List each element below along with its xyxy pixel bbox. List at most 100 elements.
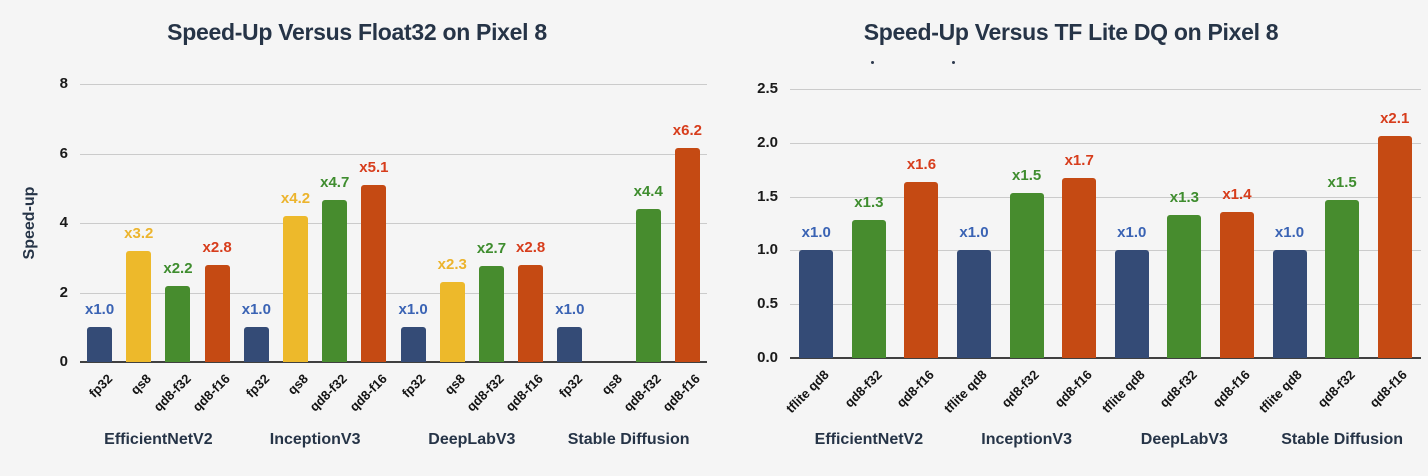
bar-qs8 [126, 250, 152, 362]
y-tick-label: 1.0 [757, 241, 778, 259]
bar-value-label: x1.0 [241, 301, 271, 319]
gridline [80, 223, 707, 224]
bar-qd8-f32 [478, 266, 504, 362]
chart-speedup-vs-float32: Speed-Up Versus Float32 on Pixel 8 Speed… [21, 19, 707, 448]
x-tick-label: qd8-f32 [463, 371, 508, 415]
gridline [80, 84, 707, 85]
bar-tflite-qd8 [957, 250, 992, 358]
bar-tflite-qd8 [1114, 250, 1149, 358]
gridline [790, 196, 1421, 198]
x-tick-label: qd8-f16 [1367, 367, 1411, 411]
y-tick-label: 1.5 [757, 187, 778, 205]
y-tick-label: 6 [59, 144, 68, 162]
bar-value-label: x1.5 [1327, 173, 1357, 191]
bar-qd8-f32 [1325, 199, 1360, 358]
x-tick-label: fp32 [555, 371, 586, 401]
x-axis-line [790, 357, 1421, 359]
bar-value-label: x1.0 [555, 301, 585, 319]
bar-value-label: x2.8 [202, 238, 232, 256]
gridline [790, 304, 1421, 306]
bar-qd8-f16 [1219, 211, 1254, 358]
bar-value-label: x2.2 [163, 259, 193, 277]
group-label: Stable Diffusion [1281, 431, 1404, 448]
bar-qd8-f16 [361, 184, 387, 362]
group-label: DeepLabV3 [1140, 431, 1228, 448]
group-label: Stable Diffusion [567, 431, 690, 448]
x-tick-label: qd8-f32 [150, 371, 194, 415]
bar-qs8 [283, 216, 309, 362]
y-tick-label: 0.0 [757, 349, 778, 366]
bar-value-label: x4.2 [280, 190, 311, 208]
bar-value-label: x1.3 [854, 194, 884, 212]
bar-qd8-f32 [165, 285, 191, 362]
y-tick-label: 4 [59, 214, 68, 231]
group-label: EfficientNetV2 [814, 431, 924, 448]
bar-value-label: x1.0 [801, 224, 831, 242]
bar-fp32 [243, 327, 269, 362]
x-tick-label: qd8-f16 [189, 371, 233, 415]
gridline [80, 153, 707, 155]
clipped-subtitle-artifact-dot [952, 61, 955, 64]
y-tick-label: 0.5 [757, 295, 778, 313]
bar-value-label: x1.6 [906, 155, 937, 173]
x-tick-label: qd8-f16 [502, 371, 547, 415]
x-tick-label: tflite qd8 [1256, 367, 1306, 416]
bar-qs8 [439, 282, 465, 362]
bar-value-label: x3.2 [124, 224, 154, 242]
x-tick-label: qd8-f16 [1051, 367, 1095, 411]
gridline [790, 142, 1421, 144]
x-tick-label: tflite qd8 [782, 367, 832, 416]
y-tick-label: 8 [59, 75, 68, 92]
bar-value-label: x5.1 [359, 158, 389, 176]
bar-value-label: x1.3 [1169, 188, 1199, 206]
bar-qd8-f32 [322, 200, 348, 362]
x-tick-label: qd8-f32 [1156, 367, 1200, 411]
x-tick-label: qd8-f32 [841, 367, 885, 411]
x-tick-label: qd8-f16 [893, 367, 938, 411]
bar-qd8-f32 [1009, 193, 1044, 358]
x-tick-label: qd8-f16 [659, 371, 704, 415]
bar-qd8-f32 [851, 220, 886, 358]
group-label: DeepLabV3 [428, 431, 516, 448]
bar-value-label: x1.0 [959, 224, 989, 242]
x-tick-label: fp32 [85, 371, 116, 401]
x-tick-label: qd8-f16 [1209, 367, 1253, 411]
x-tick-label: qd8-f32 [1314, 367, 1358, 411]
bar-fp32 [557, 327, 583, 362]
clipped-subtitle-artifact-dot [871, 61, 874, 64]
bar-value-label: x1.0 [1117, 224, 1147, 242]
bar-value-label: x1.5 [1012, 167, 1042, 185]
x-axis-line [80, 361, 707, 363]
x-tick-label: qd8-f32 [620, 371, 664, 415]
chart-title: Speed-Up Versus TF Lite DQ on Pixel 8 [863, 19, 1279, 45]
y-tick-label: 0 [59, 353, 68, 370]
x-tick-label: qs8 [441, 371, 468, 398]
bar-value-label: x1.4 [1222, 185, 1252, 203]
bar-qd8-f16 [904, 181, 939, 358]
bar-qd8-f16 [1377, 136, 1412, 358]
bar-value-label: x4.7 [320, 174, 350, 192]
bar-value-label: x1.0 [84, 301, 115, 319]
x-tick-label: tflite qd8 [1098, 367, 1148, 416]
bar-value-label: x2.8 [516, 238, 546, 256]
x-tick-label: tflite qd8 [940, 367, 990, 416]
group-label: InceptionV3 [269, 431, 361, 448]
x-tick-label: fp32 [242, 371, 272, 401]
gridline [790, 89, 1421, 90]
bar-tflite-qd8 [799, 250, 834, 358]
chart-speedup-vs-tflite-dq: Speed-Up Versus TF Lite DQ on Pixel 8 0.… [714, 0, 1428, 476]
bar-qd8-f32 [635, 209, 661, 362]
bar-value-label: x1.0 [1274, 224, 1305, 242]
y-tick-label: 2.5 [757, 80, 778, 97]
bar-qd8-f16 [1062, 178, 1097, 358]
x-tick-label: qs8 [598, 371, 625, 398]
bar-qd8-f32 [1167, 214, 1202, 358]
bar-fp32 [400, 327, 426, 362]
bar-value-label: x4.4 [633, 183, 663, 201]
gridline [790, 250, 1421, 252]
bar-qd8-f16 [518, 264, 544, 362]
bar-value-label: x2.1 [1380, 110, 1410, 128]
x-tick-label: qd8-f16 [346, 371, 390, 415]
bar-value-label: x6.2 [672, 122, 702, 140]
y-tick-label: 2.0 [757, 133, 778, 151]
